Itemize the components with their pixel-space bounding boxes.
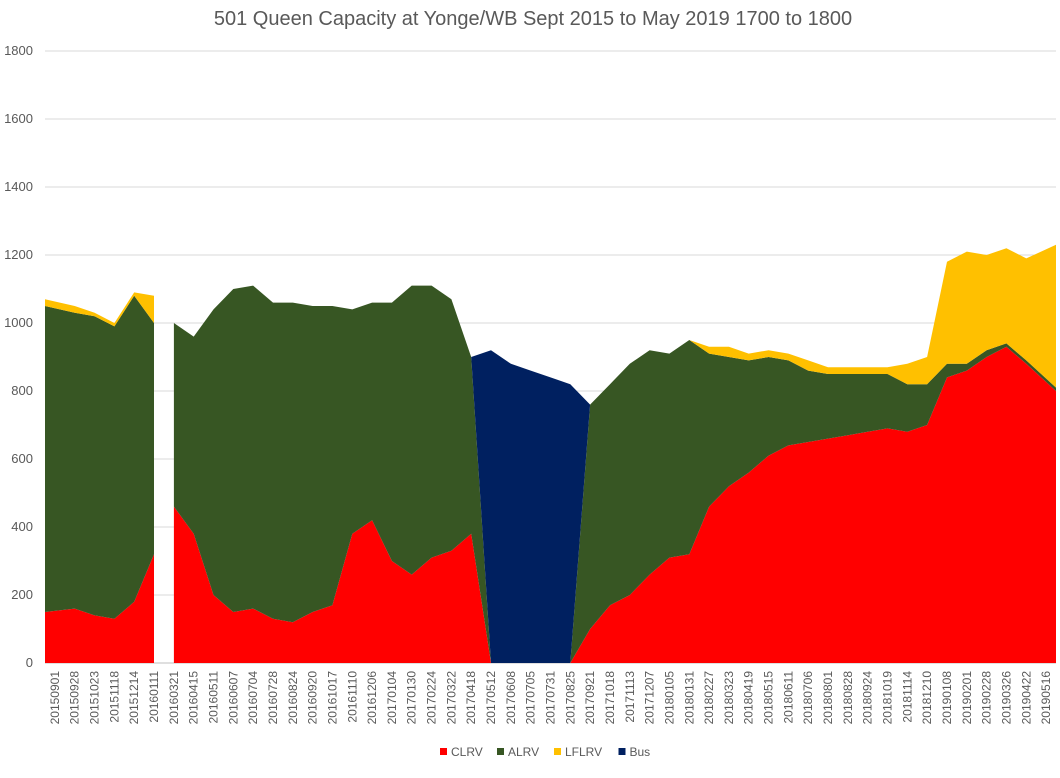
x-tick-label: 20180131 <box>682 671 696 725</box>
x-tick-label: 20181019 <box>881 671 895 725</box>
x-tick-label: 20180611 <box>781 671 795 724</box>
x-tick-label: 20190326 <box>999 671 1013 725</box>
x-tick-label: 20151214 <box>127 671 141 725</box>
x-tick-label: 20180419 <box>742 671 756 725</box>
x-tick-label: 20180706 <box>801 671 815 725</box>
legend-item-bus: Bus <box>618 745 651 759</box>
x-tick-label: 20170921 <box>583 671 597 725</box>
x-tick-label: 20170608 <box>504 671 518 725</box>
x-tick-label: 20160824 <box>286 671 300 725</box>
x-tick-label: 20180801 <box>821 671 835 725</box>
x-tick-label: 20170705 <box>524 671 538 725</box>
chart-title: 501 Queen Capacity at Yonge/WB Sept 2015… <box>214 8 852 30</box>
x-tick-label: 20180515 <box>762 671 776 725</box>
series-area-clrv <box>173 346 1056 663</box>
y-tick-label: 400 <box>11 519 33 534</box>
legend-label: Bus <box>630 745 651 759</box>
y-tick-label: 1800 <box>4 43 33 58</box>
x-tick-label: 20171018 <box>603 671 617 725</box>
x-tick-label: 20180105 <box>662 671 676 725</box>
legend-swatch <box>554 748 561 755</box>
x-tick-label: 20180227 <box>702 671 716 725</box>
x-tick-label: 20150901 <box>48 671 62 725</box>
x-tick-label: 20160511 <box>207 671 221 724</box>
x-tick-label: 20171207 <box>643 671 657 725</box>
x-tick-label: 20180828 <box>841 671 855 725</box>
x-tick-label: 20190228 <box>980 671 994 725</box>
series-area-lflrv <box>45 292 154 327</box>
y-tick-label: 0 <box>26 655 33 670</box>
series-area-lflrv <box>173 244 1056 664</box>
series-area-alrv <box>45 295 154 619</box>
y-tick-label: 200 <box>11 587 33 602</box>
x-tick-label: 20170322 <box>444 671 458 725</box>
x-tick-label: 20180323 <box>722 671 736 725</box>
plot-area <box>45 244 1056 664</box>
x-tick-label: 20190108 <box>940 671 954 725</box>
x-tick-label: 20161206 <box>365 671 379 725</box>
legend-swatch <box>440 748 447 755</box>
x-tick-label: 20171113 <box>623 671 637 723</box>
x-tick-label: 20170418 <box>464 671 478 725</box>
legend: CLRV ALRV LFLRV Bus <box>440 745 650 759</box>
x-tick-label: 20180924 <box>861 671 875 725</box>
x-tick-label: 20161017 <box>325 671 339 725</box>
legend-label: ALRV <box>508 745 539 759</box>
x-tick-label: 20160415 <box>187 671 201 725</box>
x-tick-label: 20160607 <box>226 671 240 725</box>
x-tick-label: 20160321 <box>167 671 181 725</box>
y-tick-label: 1400 <box>4 179 33 194</box>
x-tick-label: 20160728 <box>266 671 280 725</box>
x-tick-label: 20190422 <box>1019 671 1033 725</box>
x-tick-label: 20160920 <box>306 671 320 725</box>
x-tick-label: 20160704 <box>246 671 260 725</box>
y-axis: 0 200 400 600 800 1000 1200 1400 1600 1800 <box>4 43 33 670</box>
x-tick-label: 20160111 <box>147 671 161 723</box>
x-tick-label: 20170512 <box>484 671 498 725</box>
legend-item-alrv: ALRV <box>497 745 539 759</box>
legend-swatch <box>618 748 626 755</box>
legend-swatch <box>497 748 504 755</box>
series-area-clrv <box>45 554 154 663</box>
x-tick-label: 20181114 <box>900 671 914 723</box>
legend-label: CLRV <box>451 745 483 759</box>
x-tick-label: 20190201 <box>960 671 974 725</box>
x-axis: 20150901 20150928 20151023 20151118 20151214… <box>48 671 1053 725</box>
series-area-alrv <box>173 285 1056 663</box>
x-tick-label: 20151023 <box>88 671 102 725</box>
x-tick-label: 20190516 <box>1039 671 1053 725</box>
y-tick-label: 800 <box>11 383 33 398</box>
x-tick-label: 20181210 <box>920 671 934 725</box>
x-tick-label: 20161110 <box>345 671 359 723</box>
x-tick-label: 20170731 <box>544 671 558 725</box>
y-tick-label: 600 <box>11 451 33 466</box>
x-tick-label: 20150928 <box>68 671 82 725</box>
y-tick-label: 1200 <box>4 247 33 262</box>
x-tick-label: 20170130 <box>405 671 419 725</box>
legend-item-lflrv: LFLRV <box>554 745 602 759</box>
x-tick-label: 20170825 <box>563 671 577 725</box>
x-tick-label: 20151118 <box>107 671 121 723</box>
x-tick-label: 20170224 <box>425 671 439 725</box>
legend-label: LFLRV <box>565 745 602 759</box>
x-tick-label: 20170104 <box>385 671 399 725</box>
y-tick-label: 1600 <box>4 111 33 126</box>
legend-item-clrv: CLRV <box>440 745 483 759</box>
y-tick-label: 1000 <box>4 315 33 330</box>
